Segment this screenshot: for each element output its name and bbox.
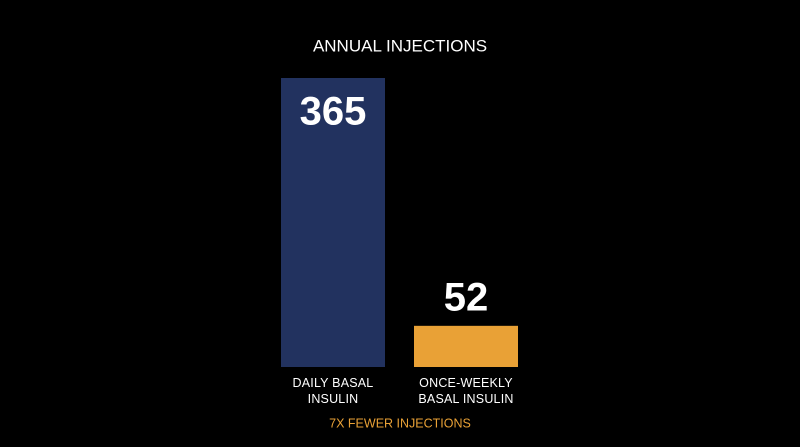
annotation: 7X FEWER INJECTIONS	[329, 416, 471, 430]
value-label: 52	[444, 275, 489, 319]
x-tick-label: DAILY BASAL INSULIN	[292, 376, 374, 406]
chart-title: ANNUAL INJECTIONS	[313, 36, 487, 55]
value-label: 365	[300, 90, 367, 134]
x-tick-label: ONCE-WEEKLY BASAL INSULIN	[418, 376, 514, 406]
bar	[414, 325, 518, 367]
bar	[281, 78, 385, 367]
